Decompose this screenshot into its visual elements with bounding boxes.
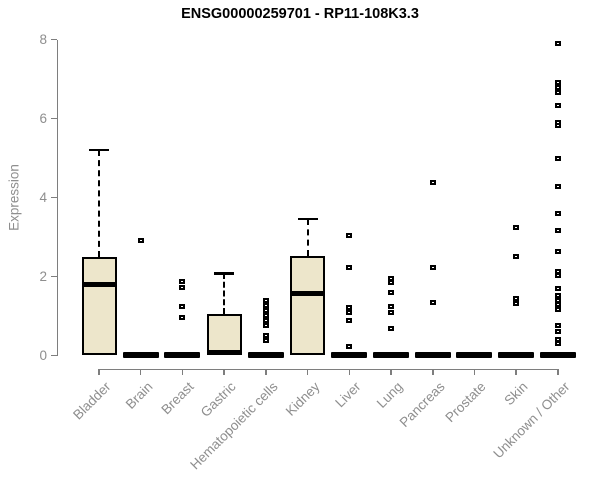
outlier-point bbox=[554, 183, 561, 189]
x-tick bbox=[515, 368, 517, 375]
box-whisker-cap bbox=[214, 272, 235, 275]
x-tick bbox=[98, 368, 100, 375]
box-flat-bar bbox=[331, 352, 368, 358]
outlier-point bbox=[554, 155, 561, 161]
box-flat-bar bbox=[122, 352, 159, 358]
outlier-point bbox=[554, 228, 561, 234]
y-tick-label: 6 bbox=[39, 110, 47, 126]
box-rect bbox=[290, 255, 326, 356]
outlier-point bbox=[554, 336, 561, 342]
box-flat-bar bbox=[164, 352, 201, 358]
outlier-point bbox=[429, 179, 436, 185]
box-whisker bbox=[98, 150, 100, 258]
outlier-point bbox=[513, 225, 520, 231]
outlier-point bbox=[262, 298, 269, 304]
x-axis-line bbox=[98, 368, 559, 370]
outlier-point bbox=[346, 317, 353, 323]
outlier-point bbox=[262, 313, 269, 319]
outlier-point bbox=[346, 232, 353, 238]
box-flat-bar bbox=[456, 352, 493, 358]
outlier-point bbox=[554, 341, 561, 347]
outlier-point bbox=[262, 302, 269, 308]
outlier-point bbox=[554, 85, 561, 91]
outlier-point bbox=[388, 304, 395, 310]
outlier-point bbox=[554, 322, 561, 328]
outlier-point bbox=[429, 300, 436, 306]
outlier-point bbox=[554, 249, 561, 255]
outlier-point bbox=[346, 309, 353, 315]
outlier-point bbox=[346, 343, 353, 349]
outlier-point bbox=[513, 253, 520, 259]
outlier-point bbox=[554, 272, 561, 278]
y-tick-label: 0 bbox=[39, 347, 47, 363]
x-tick bbox=[139, 368, 142, 375]
outlier-point bbox=[388, 289, 395, 295]
box-median bbox=[206, 350, 242, 356]
y-tick-label: 8 bbox=[39, 31, 47, 47]
box-flat-bar bbox=[414, 352, 451, 358]
outlier-point bbox=[513, 300, 520, 306]
x-tick bbox=[473, 368, 476, 375]
x-tick bbox=[181, 368, 184, 375]
chart-title: ENSG00000259701 - RP11-108K3.3 bbox=[181, 6, 419, 22]
y-tick-label: 2 bbox=[39, 268, 47, 284]
outlier-point bbox=[554, 301, 561, 307]
x-tick bbox=[306, 368, 309, 375]
box-rect bbox=[206, 314, 242, 356]
box-rect bbox=[81, 257, 117, 356]
outlier-point bbox=[179, 278, 186, 284]
outlier-point bbox=[262, 317, 269, 323]
y-tick-label: 4 bbox=[39, 189, 47, 205]
outlier-point bbox=[346, 264, 353, 270]
outlier-point bbox=[554, 211, 561, 217]
outlier-point bbox=[554, 292, 561, 298]
x-tick bbox=[390, 368, 392, 375]
outlier-point bbox=[388, 279, 395, 285]
y-tick bbox=[51, 275, 57, 278]
y-tick bbox=[51, 196, 57, 199]
box-whisker-cap bbox=[89, 148, 109, 152]
outlier-point bbox=[554, 285, 561, 291]
y-axis-line bbox=[56, 39, 58, 356]
box-flat-bar bbox=[373, 352, 410, 358]
outlier-point bbox=[554, 307, 561, 313]
outlier-point bbox=[262, 337, 269, 343]
outlier-point bbox=[554, 123, 561, 129]
outlier-point bbox=[346, 305, 353, 311]
outlier-point bbox=[513, 296, 520, 302]
x-tick bbox=[432, 368, 434, 375]
outlier-point bbox=[388, 326, 395, 332]
box-flat-bar bbox=[539, 352, 576, 358]
x-tick bbox=[348, 368, 351, 375]
outlier-point bbox=[429, 264, 436, 270]
outlier-point bbox=[137, 238, 144, 244]
outlier-point bbox=[179, 303, 186, 309]
y-tick bbox=[51, 354, 57, 357]
box-whisker-cap bbox=[297, 217, 318, 221]
box-flat-bar bbox=[498, 352, 535, 358]
x-tick bbox=[557, 368, 559, 375]
box-median bbox=[81, 281, 117, 287]
outlier-point bbox=[262, 307, 269, 313]
outlier-point bbox=[388, 309, 395, 315]
outlier-point bbox=[179, 285, 186, 291]
outlier-point bbox=[554, 90, 561, 96]
box-whisker bbox=[223, 273, 226, 314]
outlier-point bbox=[262, 332, 269, 338]
outlier-point bbox=[554, 40, 561, 46]
outlier-point bbox=[179, 315, 186, 321]
x-tick bbox=[265, 368, 267, 375]
outlier-point bbox=[262, 322, 269, 328]
box-median bbox=[290, 290, 326, 296]
outlier-point bbox=[554, 102, 561, 108]
box-whisker bbox=[306, 219, 309, 256]
x-tick bbox=[223, 368, 225, 375]
outlier-point bbox=[554, 328, 561, 334]
box-flat-bar bbox=[247, 352, 284, 358]
outlier-point bbox=[554, 80, 561, 86]
y-tick bbox=[51, 38, 57, 41]
y-tick bbox=[51, 117, 57, 120]
